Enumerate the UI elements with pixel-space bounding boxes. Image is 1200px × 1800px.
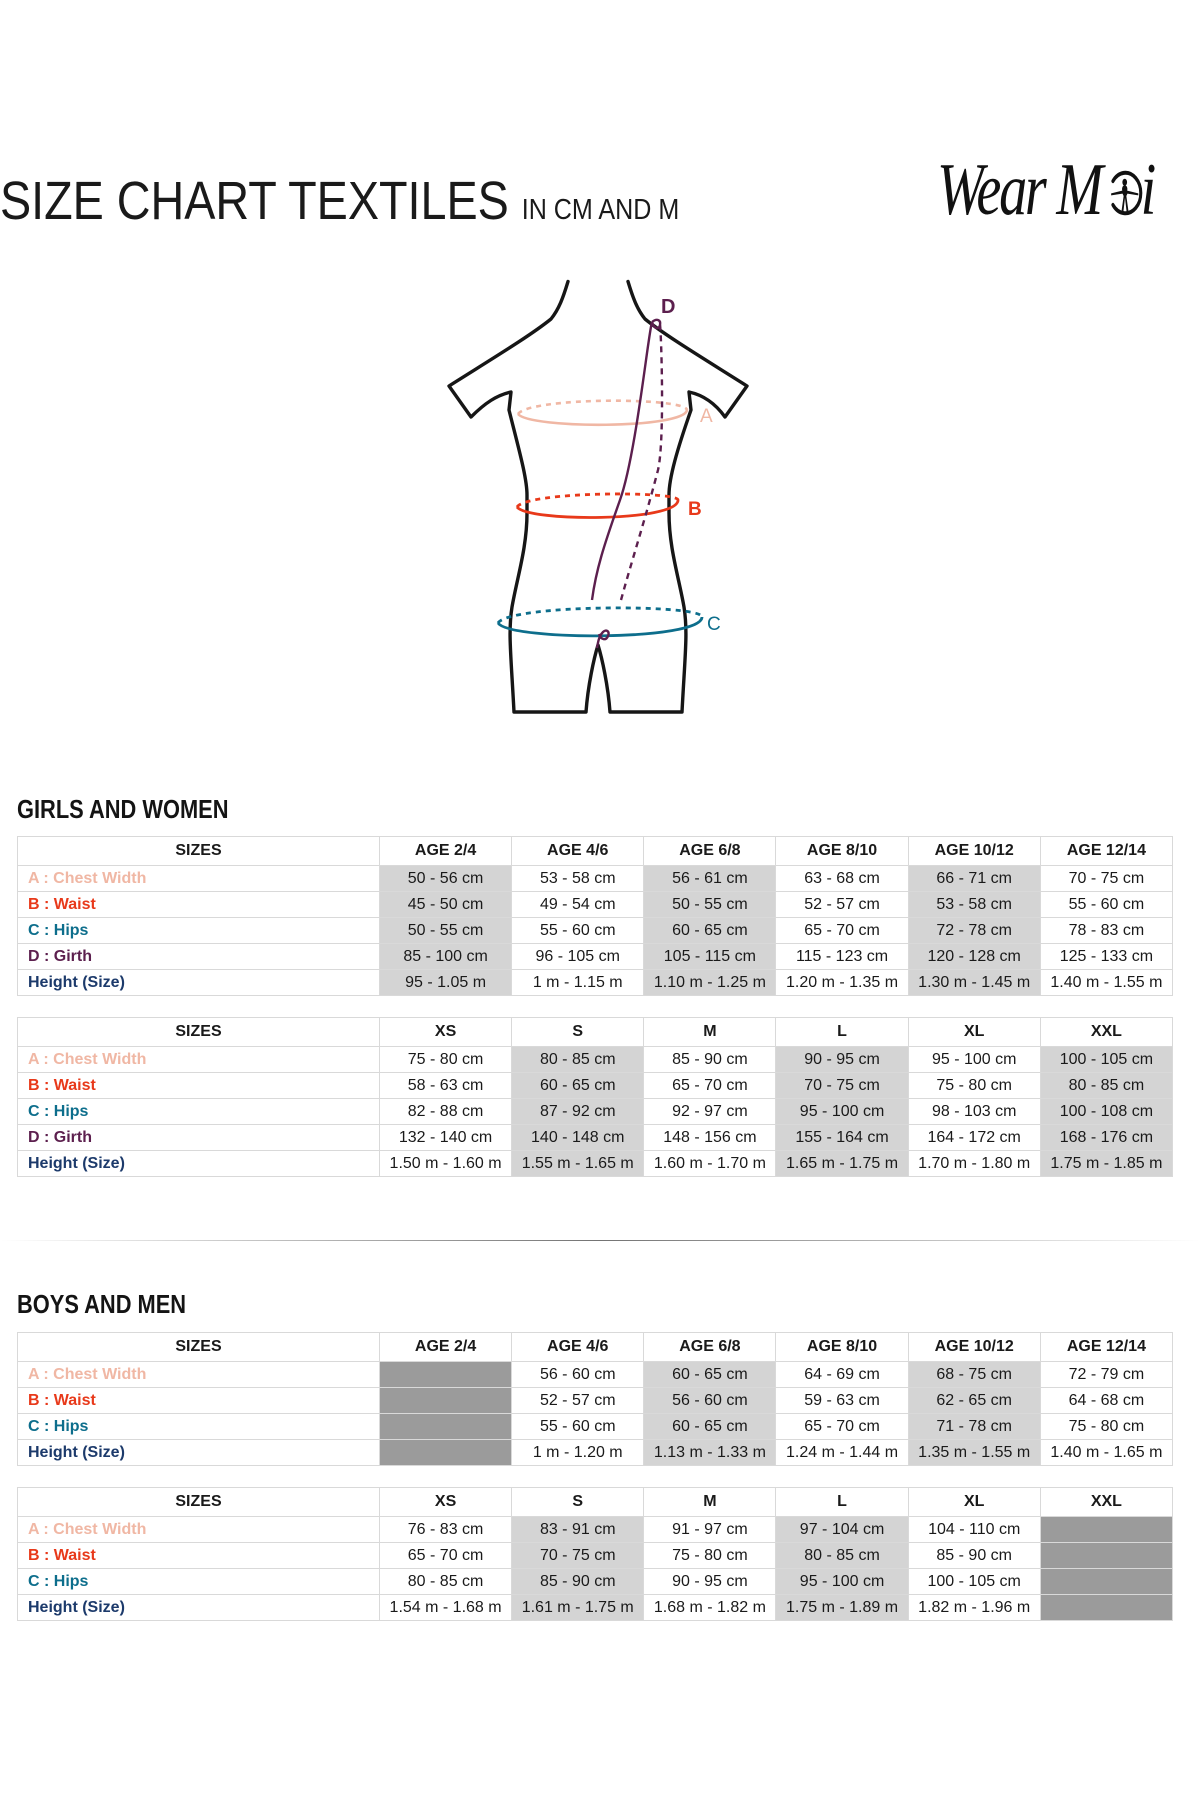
svg-text:A: A (700, 406, 713, 427)
svg-text:D: D (661, 296, 675, 318)
svg-text:B: B (688, 499, 702, 520)
svg-text:C: C (707, 614, 721, 635)
